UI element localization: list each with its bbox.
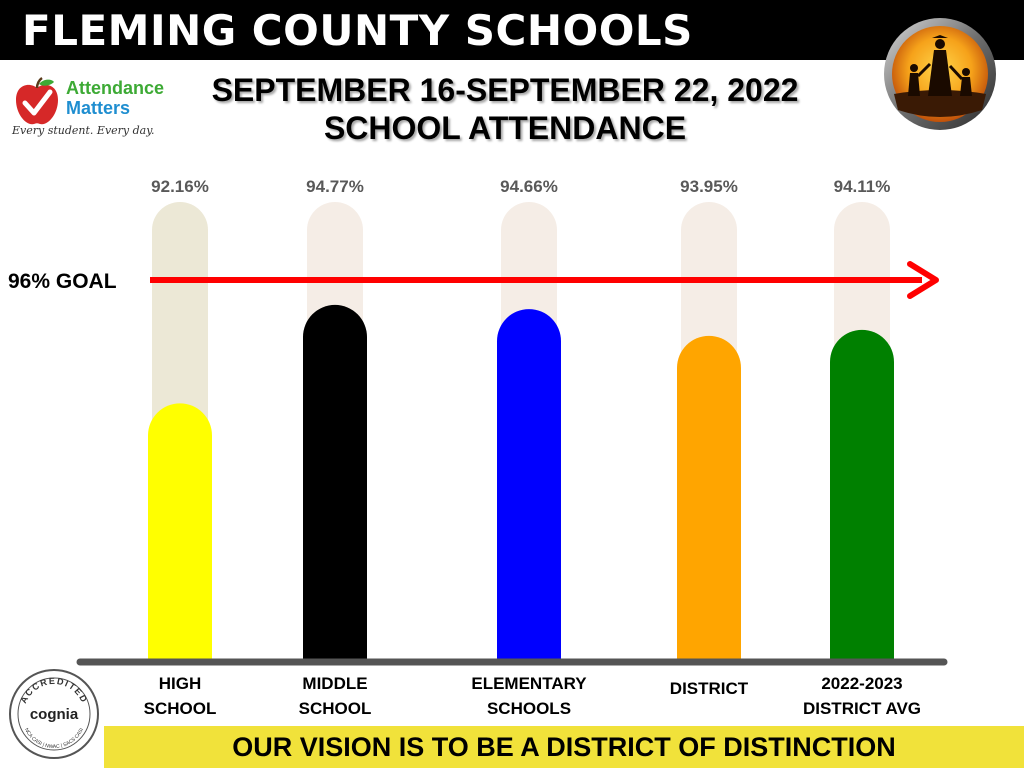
category-label-4: DISTRICT <box>670 679 749 698</box>
title-banner: FLEMING COUNTY SCHOOLS <box>0 0 1024 60</box>
cognia-accreditation-seal: ACCREDITED NCA CASI | NWAC | SACS CASI c… <box>9 669 99 759</box>
logo-tagline: Every student. Every day. <box>12 124 155 137</box>
bar-5 <box>830 329 894 662</box>
goal-arrowhead-icon <box>907 261 939 299</box>
goal-label: 96% GOAL <box>8 270 117 293</box>
attendance-matters-logo: Attendance Matters Every student. Every … <box>8 72 173 147</box>
bar-4 <box>677 335 741 662</box>
attendance-bar-chart: 92.16% 94.77% 94.66% 93.95% 94.11% 96% GOAL HI… <box>8 177 948 718</box>
logo-line2: Matters <box>66 98 131 118</box>
graduate-family-logo <box>884 18 996 130</box>
category-label-2-line1: MIDDLE <box>302 674 367 693</box>
category-label-5-line2: DISTRICT AVG <box>803 699 921 718</box>
bar-3 <box>497 309 561 662</box>
bar-2 <box>303 304 367 662</box>
value-label-3: 94.66% <box>500 177 558 196</box>
category-label-5-line1: 2022-2023 <box>821 674 902 693</box>
category-label-1-line1: HIGH <box>159 674 202 693</box>
category-label-1-line2: SCHOOL <box>144 699 217 718</box>
category-label-3-line1: ELEMENTARY <box>471 674 587 693</box>
page-title: FLEMING COUNTY SCHOOLS <box>22 6 693 55</box>
value-label-1: 92.16% <box>151 177 209 196</box>
apple-check-icon <box>16 76 58 125</box>
value-label-4: 93.95% <box>680 177 738 196</box>
seal-name: cognia <box>30 706 79 723</box>
bar-1 <box>148 403 212 662</box>
vision-banner: OUR VISION IS TO BE A DISTRICT OF DISTIN… <box>104 726 1024 768</box>
category-label-3-line2: SCHOOLS <box>487 699 571 718</box>
chart-title: SCHOOL ATTENDANCE <box>323 110 687 146</box>
value-label-2: 94.77% <box>306 177 364 196</box>
category-label-2-line2: SCHOOL <box>299 699 372 718</box>
vision-text: OUR VISION IS TO BE A DISTRICT OF DISTIN… <box>232 732 896 762</box>
logo-line1: Attendance <box>66 78 165 98</box>
value-label-5: 94.11% <box>834 177 891 196</box>
date-range: SEPTEMBER 16-SEPTEMBER 22, 2022 <box>211 72 799 108</box>
